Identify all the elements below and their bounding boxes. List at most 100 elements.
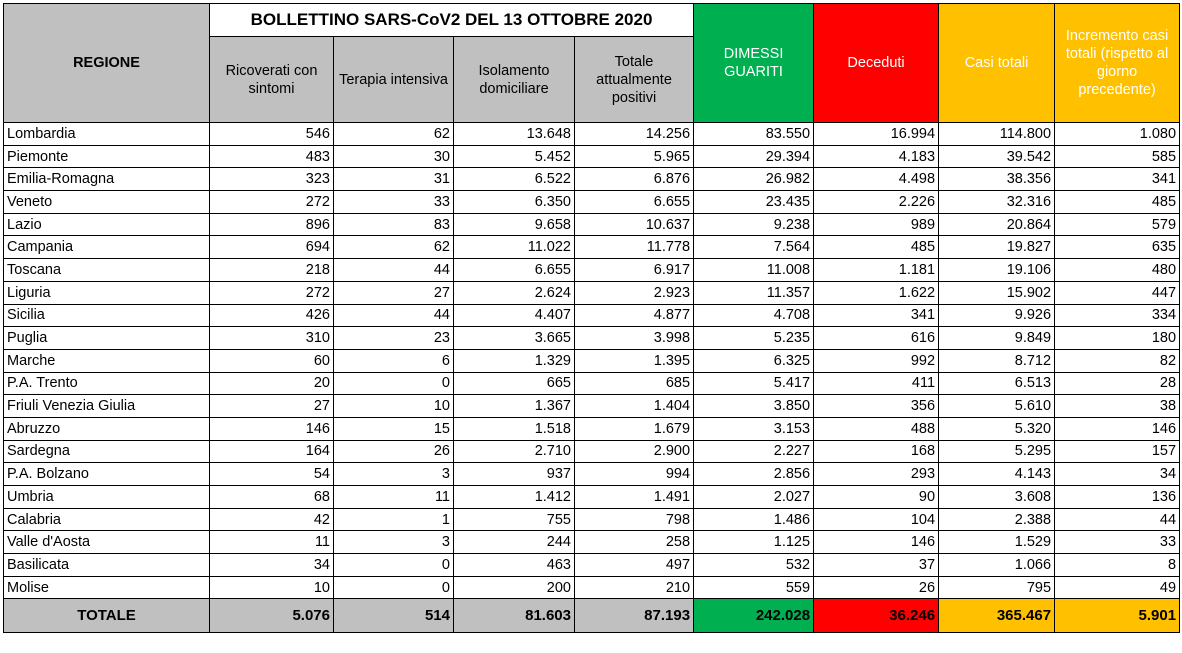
cell-dimessi-guariti: 3.850 bbox=[693, 394, 815, 418]
cell-totale-positivi: 258 bbox=[573, 530, 695, 555]
cell-dimessi-guariti: 7.564 bbox=[693, 235, 815, 260]
totale-deceduti: 36.246 bbox=[813, 598, 940, 634]
cell-incremento: 49 bbox=[1054, 575, 1181, 600]
cell-terapia-intensiva: 6 bbox=[333, 348, 454, 373]
cell-ricoverati: 42 bbox=[209, 507, 334, 532]
cell-incremento: 8 bbox=[1054, 553, 1181, 577]
cell-dimessi-guariti: 532 bbox=[693, 553, 815, 577]
totale-incremento: 5.901 bbox=[1054, 598, 1181, 634]
table-row: Toscana 218 44 6.655 6.917 11.008 1.181 19.106 4… bbox=[3, 258, 1181, 282]
cell-incremento: 341 bbox=[1054, 167, 1181, 192]
cell-totale-positivi: 685 bbox=[573, 371, 695, 396]
cell-totale-positivi: 6.917 bbox=[573, 258, 695, 282]
cell-deceduti: 168 bbox=[813, 439, 940, 464]
cell-terapia-intensiva: 1 bbox=[333, 507, 454, 532]
cell-regione: Friuli Venezia Giulia bbox=[3, 394, 210, 418]
cell-isolamento: 2.624 bbox=[453, 280, 575, 305]
cell-dimessi-guariti: 2.027 bbox=[693, 485, 815, 509]
cell-regione: Calabria bbox=[3, 507, 210, 532]
cell-casi-totali: 114.800 bbox=[938, 122, 1056, 146]
cell-terapia-intensiva: 3 bbox=[333, 530, 454, 555]
cell-incremento: 180 bbox=[1054, 326, 1181, 350]
table-row: Lombardia 546 62 13.648 14.256 83.550 16.994 11… bbox=[3, 122, 1181, 146]
cell-dimessi-guariti: 4.708 bbox=[693, 303, 815, 328]
cell-terapia-intensiva: 11 bbox=[333, 485, 454, 509]
cell-dimessi-guariti: 5.417 bbox=[693, 371, 815, 396]
cell-terapia-intensiva: 30 bbox=[333, 144, 454, 169]
cell-casi-totali: 19.827 bbox=[938, 235, 1056, 260]
cell-ricoverati: 60 bbox=[209, 348, 334, 373]
table-row: Umbria 68 11 1.412 1.491 2.027 90 3.608 136 bbox=[3, 485, 1181, 509]
cell-regione: Sicilia bbox=[3, 303, 210, 328]
bulletin-table-container: REGIONE BOLLETTINO SARS-CoV2 DEL 13 OTTO… bbox=[3, 3, 1181, 634]
table-row: Calabria 42 1 755 798 1.486 104 2.388 44 bbox=[3, 507, 1181, 532]
cell-ricoverati: 272 bbox=[209, 280, 334, 305]
cell-ricoverati: 272 bbox=[209, 190, 334, 214]
table-row: Friuli Venezia Giulia 27 10 1.367 1.404 3.850… bbox=[3, 394, 1181, 418]
cell-terapia-intensiva: 62 bbox=[333, 235, 454, 260]
cell-totale-positivi: 1.395 bbox=[573, 348, 695, 373]
cell-isolamento: 244 bbox=[453, 530, 575, 555]
cell-terapia-intensiva: 15 bbox=[333, 416, 454, 441]
cell-isolamento: 937 bbox=[453, 462, 575, 486]
cell-ricoverati: 164 bbox=[209, 439, 334, 464]
table-row: Lazio 896 83 9.658 10.637 9.238 989 20.864 579 bbox=[3, 212, 1181, 237]
cell-totale-positivi: 798 bbox=[573, 507, 695, 532]
cell-totale-positivi: 11.778 bbox=[573, 235, 695, 260]
cell-regione: Lombardia bbox=[3, 122, 210, 146]
cell-ricoverati: 146 bbox=[209, 416, 334, 441]
cell-isolamento: 5.452 bbox=[453, 144, 575, 169]
cell-regione: Campania bbox=[3, 235, 210, 260]
cell-isolamento: 2.710 bbox=[453, 439, 575, 464]
cell-dimessi-guariti: 2.227 bbox=[693, 439, 815, 464]
cell-isolamento: 3.665 bbox=[453, 326, 575, 350]
cell-deceduti: 37 bbox=[813, 553, 940, 577]
cell-isolamento: 11.022 bbox=[453, 235, 575, 260]
cell-isolamento: 665 bbox=[453, 371, 575, 396]
cell-regione: Liguria bbox=[3, 280, 210, 305]
cell-deceduti: 90 bbox=[813, 485, 940, 509]
cell-totale-positivi: 2.900 bbox=[573, 439, 695, 464]
table-body: Lombardia 546 62 13.648 14.256 83.550 16.994 11… bbox=[3, 122, 1181, 600]
cell-incremento: 33 bbox=[1054, 530, 1181, 555]
cell-deceduti: 485 bbox=[813, 235, 940, 260]
cell-totale-positivi: 2.923 bbox=[573, 280, 695, 305]
cell-terapia-intensiva: 10 bbox=[333, 394, 454, 418]
cell-deceduti: 26 bbox=[813, 575, 940, 600]
cell-dimessi-guariti: 11.008 bbox=[693, 258, 815, 282]
bulletin-title: BOLLETTINO SARS-CoV2 DEL 13 OTTOBRE 2020 bbox=[208, 3, 695, 37]
totale-ricoverati: 5.076 bbox=[209, 598, 334, 634]
cell-totale-positivi: 497 bbox=[573, 553, 695, 577]
cell-casi-totali: 39.542 bbox=[938, 144, 1056, 169]
cell-deceduti: 104 bbox=[813, 507, 940, 532]
cell-dimessi-guariti: 559 bbox=[693, 575, 815, 600]
cell-ricoverati: 218 bbox=[209, 258, 334, 282]
cell-isolamento: 4.407 bbox=[453, 303, 575, 328]
cell-terapia-intensiva: 44 bbox=[333, 303, 454, 328]
cell-incremento: 38 bbox=[1054, 394, 1181, 418]
cell-terapia-intensiva: 62 bbox=[333, 122, 454, 146]
cell-casi-totali: 8.712 bbox=[938, 348, 1056, 373]
cell-deceduti: 616 bbox=[813, 326, 940, 350]
cell-incremento: 28 bbox=[1054, 371, 1181, 396]
cell-isolamento: 1.412 bbox=[453, 485, 575, 509]
cell-ricoverati: 694 bbox=[209, 235, 334, 260]
cell-dimessi-guariti: 11.357 bbox=[693, 280, 815, 305]
cell-casi-totali: 9.849 bbox=[938, 326, 1056, 350]
cell-isolamento: 200 bbox=[453, 575, 575, 600]
cell-incremento: 44 bbox=[1054, 507, 1181, 532]
cell-dimessi-guariti: 6.325 bbox=[693, 348, 815, 373]
cell-isolamento: 13.648 bbox=[453, 122, 575, 146]
header-isolamento: Isolamento domiciliare bbox=[453, 36, 575, 123]
cell-dimessi-guariti: 23.435 bbox=[693, 190, 815, 214]
table-row: Marche 60 6 1.329 1.395 6.325 992 8.712 82 bbox=[3, 348, 1181, 373]
cell-totale-positivi: 1.679 bbox=[573, 416, 695, 441]
cell-casi-totali: 5.295 bbox=[938, 439, 1056, 464]
cell-totale-positivi: 5.965 bbox=[573, 144, 695, 169]
cell-incremento: 579 bbox=[1054, 212, 1181, 237]
cell-regione: Lazio bbox=[3, 212, 210, 237]
table-row: Valle d'Aosta 11 3 244 258 1.125 146 1.529 33 bbox=[3, 530, 1181, 555]
cell-regione: Piemonte bbox=[3, 144, 210, 169]
table-row: P.A. Bolzano 54 3 937 994 2.856 293 4.143 34 bbox=[3, 462, 1181, 486]
cell-totale-positivi: 4.877 bbox=[573, 303, 695, 328]
